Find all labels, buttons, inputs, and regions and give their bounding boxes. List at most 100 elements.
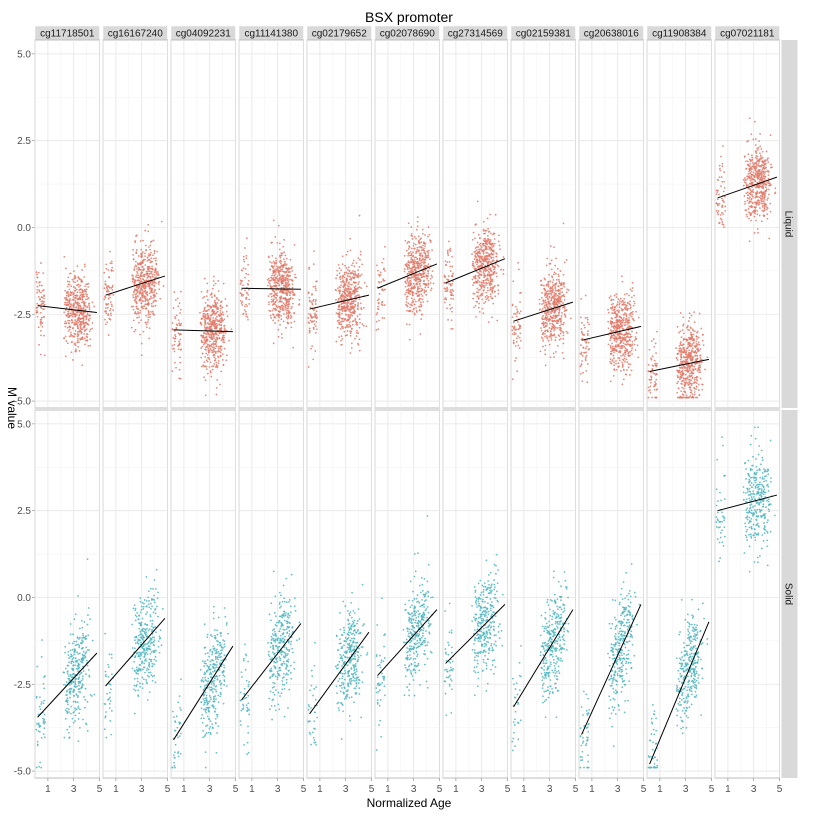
data-point [552,289,554,292]
data-point [544,278,546,281]
data-point [538,298,541,301]
data-point [148,246,150,248]
data-point [350,328,353,330]
data-point [609,295,612,298]
data-point [213,325,215,328]
data-point [343,309,346,312]
data-point [155,292,158,295]
data-point [275,262,277,265]
data-point [340,343,343,346]
data-point [362,306,365,309]
data-point [223,324,226,327]
data-point [144,287,147,290]
data-point [611,312,614,315]
data-point [41,322,44,324]
data-point [139,289,141,292]
data-point [630,335,633,338]
data-point [483,282,486,285]
data-point [142,262,144,264]
data-point [343,283,346,286]
data-point [550,299,553,302]
data-point [356,342,359,345]
data-point [419,303,422,306]
data-point [349,332,352,335]
data-point [418,265,421,268]
data-point [563,282,566,285]
data-point [64,309,67,311]
data-point [276,275,279,277]
data-point [239,283,242,285]
data-point [636,344,639,347]
data-point [410,226,413,228]
data-point [132,291,135,294]
data-point [68,280,71,283]
data-point [475,263,478,266]
data-point [311,345,314,348]
data-point [427,286,430,289]
data-point [612,374,615,377]
data-point [633,294,636,297]
data-point [541,308,544,310]
data-point [409,261,412,264]
data-point [104,280,107,283]
data-point [357,269,359,271]
data-point [278,313,281,316]
data-point [211,296,213,299]
data-point [481,249,484,252]
data-point [452,298,455,300]
data-point [427,252,430,255]
data-point [220,324,223,327]
data-point [699,348,702,350]
data-point [73,292,75,295]
data-point [312,328,315,330]
data-point [415,251,418,253]
data-point [340,298,343,301]
data-point [559,328,561,331]
data-point [555,299,558,302]
data-point [421,255,424,258]
data-point [207,347,210,350]
data-point [138,279,141,282]
data-point [89,338,92,341]
data-point [216,324,218,327]
data-point [215,322,218,325]
data-point [81,280,84,283]
data-point [341,310,344,313]
data-point [621,321,624,324]
data-point [103,298,106,301]
data-point [286,294,289,297]
data-point [76,339,79,342]
data-point [474,274,477,277]
data-point [382,278,385,280]
data-point [173,350,176,353]
data-point [381,289,383,291]
data-point [542,339,545,342]
data-point [359,302,362,305]
data-point [142,239,144,242]
data-point [86,323,89,326]
data-point [384,270,386,272]
data-point [172,337,175,339]
data-point [341,306,344,309]
data-point [581,360,583,362]
data-point [403,268,406,270]
data-point [560,283,563,286]
data-point [472,231,475,234]
data-point [553,324,556,327]
data-point [614,345,617,348]
data-point [149,259,151,262]
data-point [344,302,347,305]
data-point [80,301,83,304]
data-point [239,299,242,302]
data-point [635,337,638,340]
data-point [78,302,81,305]
data-point [279,300,282,303]
data-point [275,299,278,302]
data-point [356,329,358,332]
data-point [156,250,159,253]
data-point [241,304,244,306]
data-point [554,339,557,341]
data-point [140,256,143,258]
data-point [615,296,618,299]
data-point [519,310,522,313]
